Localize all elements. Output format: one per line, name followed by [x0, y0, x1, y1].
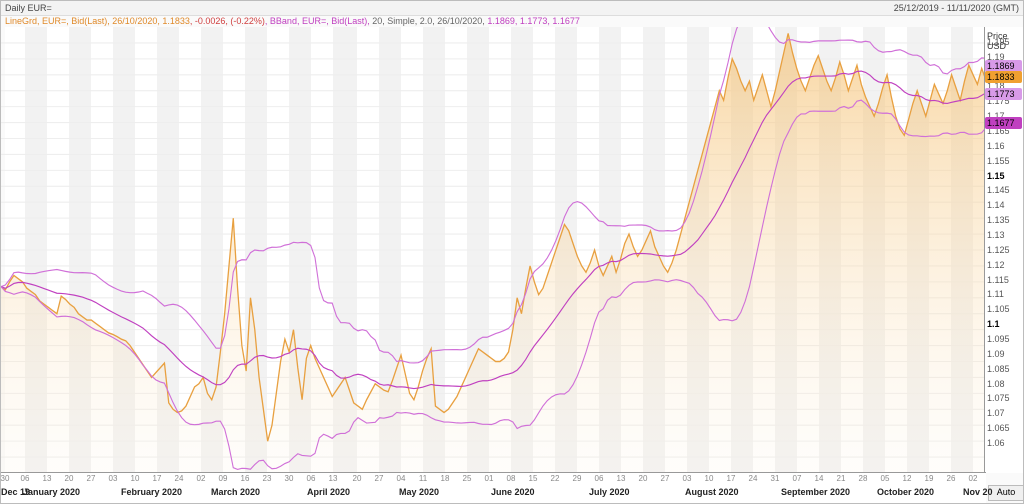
x-minor-tick: 06 [21, 474, 30, 483]
x-major-tick: May 2020 [399, 487, 439, 497]
x-minor-tick: 30 [1, 474, 10, 483]
y-tick: 1.145 [987, 185, 1010, 195]
y-tick: 1.11 [987, 289, 1004, 299]
x-minor-tick: 19 [925, 474, 934, 483]
x-minor-tick: 29 [573, 474, 582, 483]
x-minor-tick: 05 [881, 474, 890, 483]
x-minor-tick: 06 [307, 474, 316, 483]
y-tick: 1.08 [987, 379, 1005, 389]
x-minor-tick: 27 [87, 474, 96, 483]
y-tick: 1.14 [987, 200, 1005, 210]
x-minor-tick: 12 [903, 474, 912, 483]
x-minor-tick: 10 [705, 474, 714, 483]
y-tick: 1.1 [987, 319, 1000, 329]
x-major-tick: January 2020 [23, 487, 80, 497]
x-minor-tick: 20 [353, 474, 362, 483]
x-minor-tick: 15 [529, 474, 538, 483]
x-minor-tick: 11 [419, 474, 427, 483]
x-minor-tick: 06 [595, 474, 604, 483]
x-minor-tick: 20 [639, 474, 648, 483]
x-minor-tick: 28 [859, 474, 868, 483]
x-major-tick: April 2020 [307, 487, 350, 497]
x-minor-tick: 10 [131, 474, 140, 483]
chart-legend: LineGrd, EUR=, Bid(Last), 26/10/2020, 1.… [5, 15, 580, 27]
x-minor-tick: 13 [43, 474, 52, 483]
x-minor-tick: 20 [65, 474, 74, 483]
y-tick: 1.115 [987, 275, 1009, 285]
x-minor-tick: 18 [441, 474, 450, 483]
x-major-tick: July 2020 [589, 487, 630, 497]
x-minor-tick: 03 [109, 474, 118, 483]
x-minor-tick: 02 [969, 474, 978, 483]
x-minor-tick: 09 [219, 474, 228, 483]
y-tick: 1.135 [987, 215, 1010, 225]
x-minor-tick: 13 [617, 474, 626, 483]
x-minor-tick: 17 [727, 474, 736, 483]
x-minor-tick: 13 [329, 474, 338, 483]
chart-date-range: 25/12/2019 - 11/11/2020 (GMT) [894, 1, 1019, 15]
x-minor-tick: 25 [463, 474, 472, 483]
y-tick: 1.075 [987, 393, 1010, 403]
x-minor-tick: 24 [175, 474, 184, 483]
x-minor-tick: 17 [153, 474, 162, 483]
x-minor-tick: 22 [551, 474, 560, 483]
legend-series2-params: 20, Simple, 2.0, 26/10/2020, [370, 16, 488, 26]
y-tick: 1.06 [987, 438, 1005, 448]
price-marker: 1.1773 [985, 88, 1022, 100]
y-tick: 1.065 [987, 423, 1010, 433]
y-tick: 1.12 [987, 260, 1005, 270]
x-minor-tick: 01 [485, 474, 494, 483]
x-minor-tick: 03 [683, 474, 692, 483]
x-minor-tick: 30 [285, 474, 294, 483]
y-tick: 1.195 [987, 37, 1010, 47]
y-tick: 1.085 [987, 364, 1010, 374]
price-marker: 1.1833 [985, 71, 1022, 83]
x-minor-tick: 27 [375, 474, 384, 483]
x-major-tick: Nov 20 [963, 487, 993, 497]
y-tick: 1.16 [987, 141, 1005, 151]
x-major-tick: June 2020 [491, 487, 535, 497]
legend-series1-change: , -0.0026, (-0.22%) [190, 16, 265, 26]
x-minor-tick: 31 [771, 474, 780, 483]
x-minor-tick: 02 [197, 474, 206, 483]
y-axis[interactable]: Price USD 1.061.0651.071.0751.081.0851.0… [984, 27, 1023, 473]
y-tick: 1.125 [987, 245, 1010, 255]
chart-header: Daily EUR= 25/12/2019 - 11/11/2020 (GMT) [1, 1, 1023, 16]
x-minor-tick: 21 [837, 474, 846, 483]
y-tick: 1.095 [987, 334, 1010, 344]
y-tick: 1.105 [987, 304, 1010, 314]
y-tick: 1.155 [987, 156, 1010, 166]
chart-container: Daily EUR= 25/12/2019 - 11/11/2020 (GMT)… [0, 0, 1024, 504]
y-tick: 1.09 [987, 349, 1005, 359]
x-minor-tick: 16 [241, 474, 250, 483]
legend-series1-prefix: LineGrd, EUR=, Bid(Last), 26/10/2020, [5, 16, 162, 26]
x-minor-tick: 08 [507, 474, 516, 483]
x-axis[interactable]: Auto 30061320270310172402091623300613202… [1, 472, 986, 503]
auto-scale-button[interactable]: Auto [988, 485, 1024, 501]
price-marker: 1.1677 [985, 117, 1022, 129]
x-minor-tick: 14 [815, 474, 824, 483]
x-minor-tick: 24 [749, 474, 758, 483]
x-major-tick: March 2020 [211, 487, 260, 497]
chart-plot[interactable] [1, 27, 986, 473]
x-major-tick: September 2020 [781, 487, 850, 497]
x-minor-tick: 26 [947, 474, 956, 483]
chart-title: Daily EUR= [5, 1, 52, 15]
y-tick: 1.13 [987, 230, 1005, 240]
legend-series1-last: 1.1833 [162, 16, 190, 26]
legend-series2-prefix: , BBand, EUR=, Bid(Last), [265, 16, 370, 26]
x-minor-tick: 23 [263, 474, 272, 483]
x-major-tick: February 2020 [121, 487, 182, 497]
legend-series2-vals: 1.1869, 1.1773, 1.1677 [487, 16, 580, 26]
x-minor-tick: 04 [397, 474, 406, 483]
y-tick: 1.15 [987, 171, 1005, 181]
y-tick: 1.07 [987, 408, 1005, 418]
x-minor-tick: 07 [793, 474, 802, 483]
x-major-tick: August 2020 [685, 487, 739, 497]
x-minor-tick: 27 [661, 474, 670, 483]
x-major-tick: October 2020 [877, 487, 934, 497]
